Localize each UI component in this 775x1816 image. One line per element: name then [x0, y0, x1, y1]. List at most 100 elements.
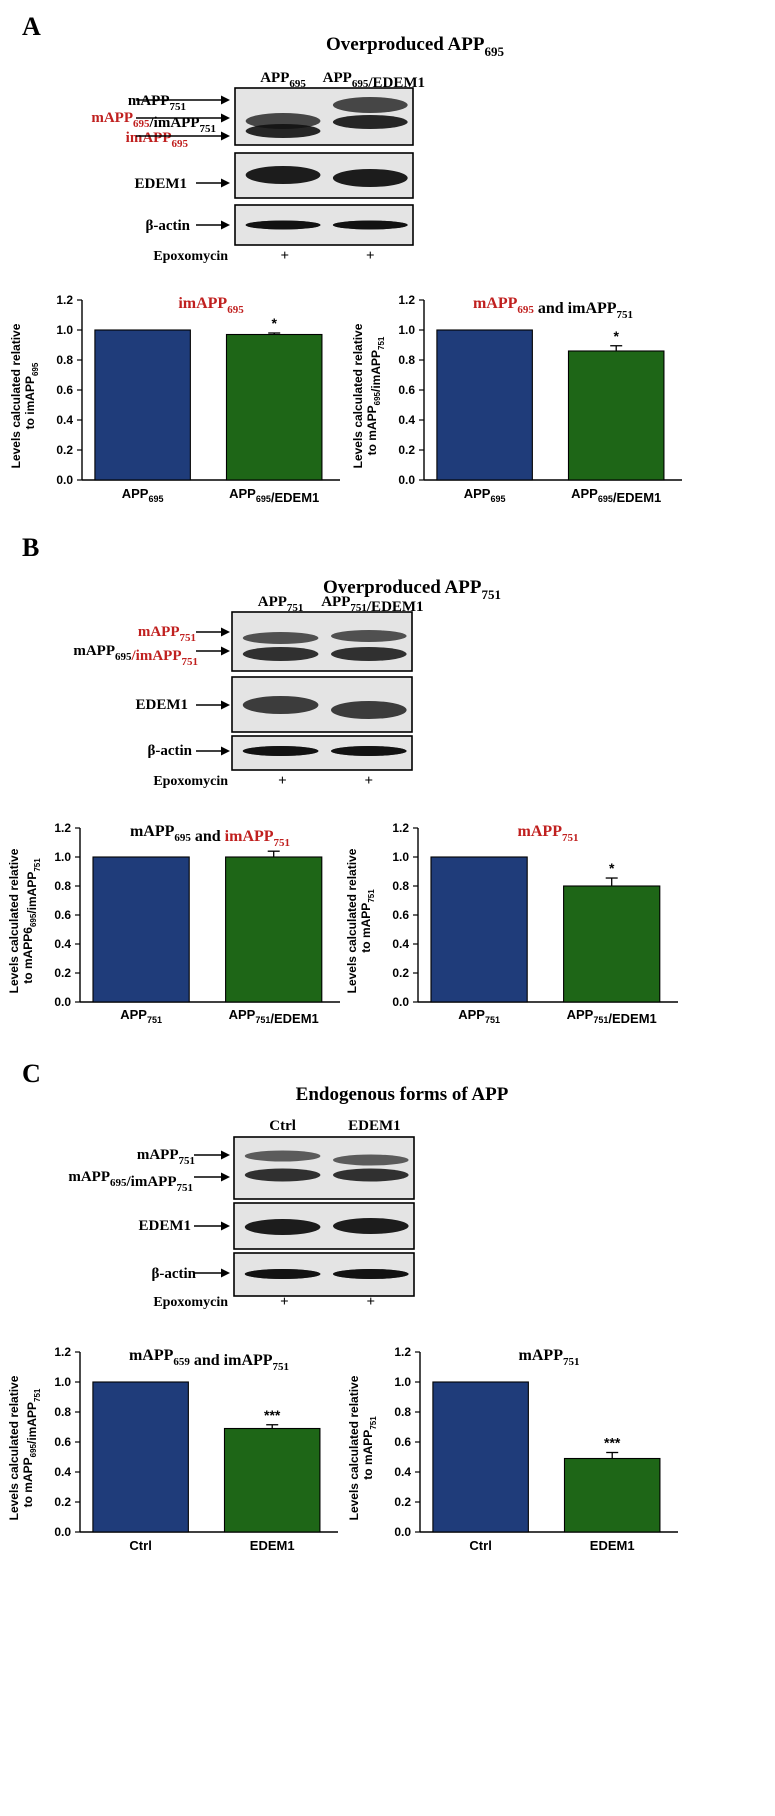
y-tick-label: 0.0 [392, 995, 409, 1009]
blot-band [333, 1154, 409, 1166]
y-tick-label: 0.8 [54, 879, 71, 893]
y-axis-label: Levels calculated relative [7, 848, 21, 993]
band-label: mAPP751 [128, 93, 186, 113]
x-tick-label: APP695/EDEM1 [229, 486, 319, 505]
significance-mark: * [609, 860, 615, 876]
blot-strip [231, 735, 413, 771]
x-tick-label: APP751/EDEM1 [567, 1007, 657, 1026]
treatment-mark: + [280, 1294, 289, 1310]
y-tick-label: 0.6 [56, 383, 73, 397]
y-tick-label: 1.2 [54, 821, 71, 835]
chart-title: mAPP751 [519, 1347, 580, 1368]
band-label: β-actin [151, 1266, 196, 1282]
x-tick-label: APP695 [464, 486, 506, 504]
y-axis-label: to mAPP695/imAPP751 [365, 336, 386, 455]
y-tick-label: 0.8 [54, 1405, 71, 1419]
blot-band [242, 746, 319, 756]
blot-band [331, 647, 407, 661]
panel-title: Overproduced APP695 [326, 34, 505, 59]
y-tick-label: 0.4 [54, 1465, 71, 1479]
y-tick-label: 0.4 [56, 413, 73, 427]
bar [225, 333, 323, 481]
band-label: mAPP695/imAPP751 [91, 110, 216, 135]
x-tick-label: APP751/EDEM1 [229, 1007, 319, 1026]
band-label: mAPP751 [138, 624, 196, 644]
blot-band [331, 701, 407, 719]
y-tick-label: 1.2 [398, 293, 415, 307]
arrow-head [221, 646, 230, 656]
significance-mark: * [271, 315, 277, 331]
blot-band [333, 1218, 409, 1234]
blot-band [245, 220, 321, 230]
y-tick-label: 0.8 [394, 1405, 411, 1419]
bar [94, 329, 191, 481]
y-tick-label: 0.0 [54, 1525, 71, 1539]
band-label: EDEM1 [139, 1218, 192, 1234]
y-tick-label: 0.8 [398, 353, 415, 367]
y-tick-label: 0.4 [398, 413, 415, 427]
bar [430, 856, 528, 1003]
bar-chart: mAPP695 and imAPP751 0.0 0.2 0.4 0.6 0.8 1.0 1.… [7, 821, 340, 1026]
blot-band [244, 1168, 321, 1182]
y-tick-label: 0.4 [392, 937, 409, 951]
y-tick-label: 1.2 [54, 1345, 71, 1359]
blot-band [332, 115, 408, 129]
y-axis-label: to mAPP751 [361, 1416, 378, 1480]
arrow-head [221, 1268, 230, 1278]
treatment-label: Epoxomycin [153, 1295, 228, 1310]
treatment-label: Epoxomycin [153, 249, 228, 264]
y-tick-label: 0.2 [394, 1495, 411, 1509]
y-axis-label: to mAPP6695/imAPP751 [21, 858, 42, 984]
blot-strip [233, 1202, 415, 1250]
y-axis-label: Levels calculated relative [351, 323, 365, 468]
band-label: EDEM1 [136, 697, 189, 713]
y-tick-label: 1.0 [392, 850, 409, 864]
significance-mark: * [613, 328, 619, 344]
blot-band [332, 97, 408, 113]
bar [563, 1457, 661, 1533]
y-tick-label: 1.0 [54, 1375, 71, 1389]
blot-band [242, 632, 319, 644]
y-tick-label: 1.2 [394, 1345, 411, 1359]
x-tick-label: APP695/EDEM1 [571, 486, 661, 505]
y-tick-label: 1.0 [398, 323, 415, 337]
y-tick-label: 0.4 [394, 1465, 411, 1479]
y-tick-label: 1.0 [394, 1375, 411, 1389]
arrow-head [221, 1172, 230, 1182]
bar [432, 1381, 529, 1533]
lane-label: Ctrl [269, 1118, 296, 1134]
band-label: β-actin [147, 743, 192, 759]
treatment-mark: + [281, 248, 290, 264]
lane-label: APP695/EDEM1 [323, 70, 425, 91]
bar [567, 350, 665, 481]
y-tick-label: 0.6 [394, 1435, 411, 1449]
panel-title: Overproduced APP751 [323, 577, 501, 602]
blot-band [331, 746, 407, 756]
chart-title: mAPP751 [518, 823, 579, 844]
y-tick-label: 0.2 [54, 1495, 71, 1509]
blot-band [333, 1269, 409, 1279]
band-label: mAPP695/imAPP751 [68, 1169, 193, 1194]
y-axis-label: Levels calculated relative [345, 848, 359, 993]
y-axis-label: Levels calculated relative [9, 323, 23, 468]
bar [92, 856, 190, 1003]
significance-mark: *** [604, 1435, 621, 1451]
band-label: mAPP695/imAPP751 [73, 643, 198, 668]
blot-frame [233, 1136, 415, 1200]
y-tick-label: 1.2 [56, 293, 73, 307]
x-tick-label: EDEM1 [590, 1538, 635, 1553]
y-tick-label: 0.0 [394, 1525, 411, 1539]
blot-strip [231, 676, 413, 733]
bar [225, 856, 323, 1003]
blot-strip [233, 1252, 415, 1297]
treatment-label: Epoxomycin [153, 774, 228, 789]
y-tick-label: 0.2 [392, 966, 409, 980]
panel-letter: B [22, 533, 39, 562]
blot-strip [234, 204, 414, 246]
chart-title: imAPP695 [178, 295, 244, 316]
bar [223, 1427, 321, 1533]
chart-title: mAPP695 and imAPP751 [130, 823, 290, 849]
y-tick-label: 0.0 [56, 473, 73, 487]
bar-chart: mAPP751 0.0 0.2 0.4 0.6 0.8 1.0 1.2 Levels calcu… [345, 821, 678, 1026]
y-tick-label: 0.6 [54, 1435, 71, 1449]
